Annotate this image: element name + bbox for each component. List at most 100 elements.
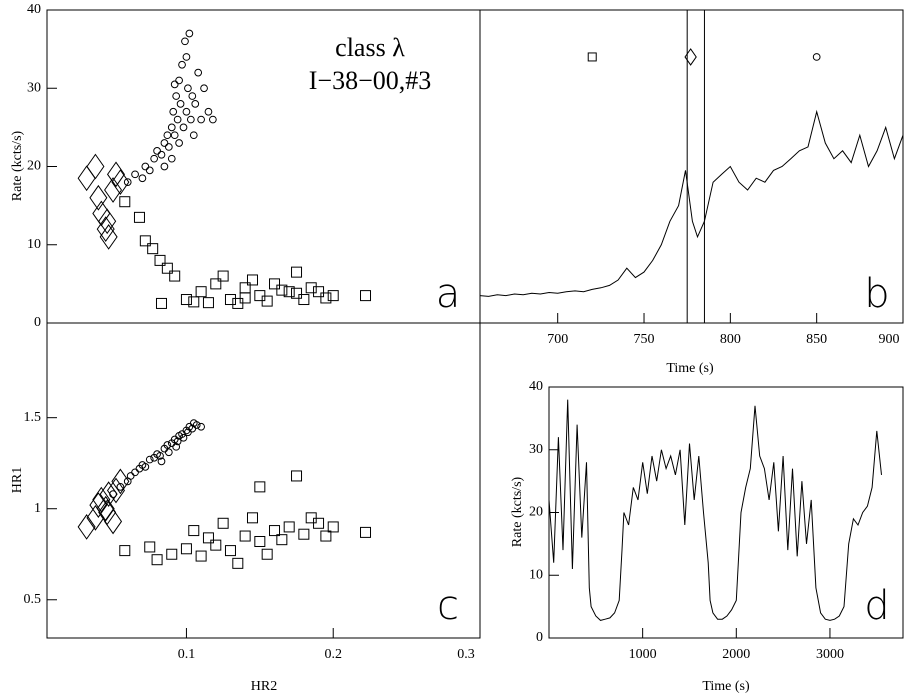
point bbox=[170, 80, 179, 89]
point bbox=[188, 92, 197, 100]
point bbox=[154, 254, 166, 266]
y-tick-label: 10 bbox=[529, 567, 543, 582]
point bbox=[98, 499, 117, 526]
point bbox=[96, 216, 115, 242]
point bbox=[173, 115, 182, 124]
y-tick-label: 30 bbox=[529, 442, 543, 457]
point bbox=[261, 548, 273, 560]
point bbox=[210, 539, 222, 551]
y-axis-label: Rate (kcts/s) bbox=[10, 130, 25, 201]
x-tick-label: 2000 bbox=[722, 647, 750, 662]
point bbox=[291, 470, 303, 482]
point bbox=[179, 433, 188, 442]
point bbox=[180, 543, 192, 555]
point bbox=[141, 462, 150, 471]
plot-frame bbox=[548, 386, 904, 639]
point bbox=[104, 508, 123, 535]
point bbox=[188, 525, 200, 537]
point bbox=[327, 290, 339, 302]
point bbox=[178, 60, 186, 69]
x-tick-label: 0.1 bbox=[178, 647, 196, 662]
y-tick-label: 40 bbox=[27, 2, 41, 17]
y-tick-label: 20 bbox=[529, 505, 543, 520]
point bbox=[89, 492, 108, 518]
point bbox=[157, 457, 166, 466]
point bbox=[164, 143, 173, 151]
x-tick-label: 0.2 bbox=[324, 647, 342, 662]
point bbox=[126, 472, 135, 480]
point bbox=[89, 184, 108, 211]
point bbox=[239, 282, 251, 294]
y-tick-label: 30 bbox=[27, 80, 41, 95]
point bbox=[283, 521, 295, 533]
phase-symbol bbox=[812, 53, 821, 61]
point bbox=[166, 548, 178, 560]
point bbox=[202, 297, 214, 309]
point bbox=[138, 174, 147, 183]
y-tick-label: 0 bbox=[34, 315, 41, 330]
point bbox=[291, 266, 303, 278]
phase-symbol bbox=[587, 52, 597, 62]
point bbox=[77, 514, 96, 540]
point bbox=[181, 37, 189, 46]
point bbox=[164, 448, 173, 457]
point bbox=[202, 532, 214, 544]
point bbox=[147, 243, 159, 255]
y-tick-label: 1.5 bbox=[24, 410, 42, 425]
point bbox=[217, 270, 229, 282]
x-axis-label: Time (s) bbox=[702, 679, 750, 694]
point bbox=[141, 162, 150, 171]
point bbox=[179, 123, 188, 132]
x-tick-label: 800 bbox=[720, 332, 741, 347]
plot-frame bbox=[479, 9, 904, 324]
point bbox=[116, 483, 125, 491]
point bbox=[172, 442, 181, 451]
point bbox=[276, 284, 288, 296]
point bbox=[131, 468, 139, 477]
point bbox=[217, 517, 229, 529]
point bbox=[254, 535, 266, 547]
point bbox=[156, 452, 164, 460]
point bbox=[246, 274, 258, 286]
point bbox=[239, 292, 251, 304]
x-tick-label: 700 bbox=[547, 332, 568, 347]
annotation: class λ bbox=[335, 33, 405, 62]
y-tick-label: 0.5 bbox=[24, 592, 42, 607]
point bbox=[99, 481, 118, 508]
point bbox=[153, 146, 161, 155]
point bbox=[151, 554, 163, 566]
point bbox=[155, 297, 167, 309]
point bbox=[189, 131, 198, 140]
light-curve bbox=[548, 399, 882, 621]
point bbox=[145, 455, 154, 464]
point bbox=[194, 68, 203, 77]
point bbox=[139, 235, 151, 247]
y-tick-label: 40 bbox=[529, 379, 543, 394]
x-tick-label: 750 bbox=[634, 332, 655, 347]
point bbox=[184, 84, 192, 93]
point bbox=[163, 441, 172, 449]
point bbox=[305, 512, 317, 524]
point bbox=[180, 294, 192, 306]
annotation: a bbox=[436, 271, 461, 317]
point bbox=[195, 286, 207, 298]
point bbox=[192, 421, 201, 429]
point bbox=[320, 292, 332, 304]
y-tick-label: 10 bbox=[27, 237, 41, 252]
point bbox=[163, 131, 172, 140]
point bbox=[160, 162, 169, 171]
point bbox=[144, 541, 156, 553]
x-tick-label: 850 bbox=[806, 332, 827, 347]
point bbox=[150, 154, 159, 163]
point bbox=[157, 150, 166, 159]
point bbox=[269, 525, 281, 537]
point bbox=[197, 422, 205, 431]
point bbox=[176, 100, 185, 108]
point bbox=[169, 270, 181, 282]
point bbox=[327, 521, 339, 533]
point bbox=[119, 196, 131, 208]
point bbox=[170, 131, 179, 140]
point bbox=[98, 208, 117, 235]
point bbox=[167, 123, 176, 132]
